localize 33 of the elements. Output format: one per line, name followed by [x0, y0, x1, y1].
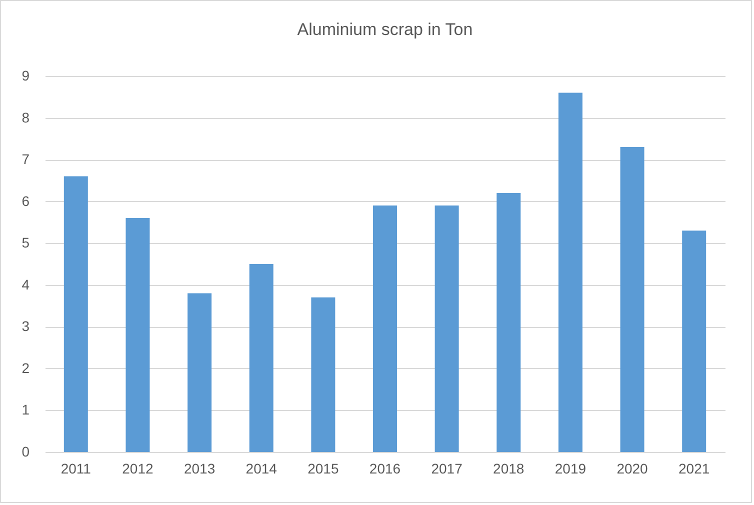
y-tick-label: 5	[22, 234, 30, 251]
x-tick-label: 2015	[308, 460, 339, 476]
y-tick-label: 6	[22, 192, 30, 209]
y-tick-label: 7	[22, 151, 30, 168]
x-tick-label: 2021	[678, 460, 710, 476]
bar	[434, 206, 459, 452]
y-tick-label: 4	[22, 276, 30, 292]
y-tick-label: 9	[22, 68, 30, 84]
y-tick-label: 0	[22, 444, 30, 460]
x-tick-label: 2011	[60, 460, 92, 476]
x-tick-label: 2018	[493, 460, 524, 476]
x-tick-label: 2019	[554, 460, 586, 476]
x-tick-label: 2016	[369, 460, 401, 476]
bar	[496, 192, 521, 452]
bar	[620, 147, 644, 452]
bar	[64, 176, 88, 452]
y-tick-label: 2	[22, 360, 30, 376]
bar	[311, 297, 336, 452]
bar	[682, 230, 706, 452]
x-tick-label: 2014	[246, 460, 278, 476]
bar	[373, 206, 397, 452]
x-tick-label: 2012	[122, 460, 154, 476]
bar	[126, 218, 150, 452]
x-tick-label: 2020	[616, 460, 648, 476]
bar	[558, 92, 582, 452]
x-tick-label: 2013	[184, 460, 216, 476]
x-tick-label: 2017	[431, 460, 463, 476]
y-tick-label: 3	[22, 318, 30, 334]
y-tick-label: 8	[22, 109, 30, 126]
bar	[249, 264, 274, 452]
chart-title: Aluminium scrap in Ton	[297, 20, 473, 39]
y-tick-label: 1	[22, 402, 30, 418]
bar	[188, 293, 212, 452]
